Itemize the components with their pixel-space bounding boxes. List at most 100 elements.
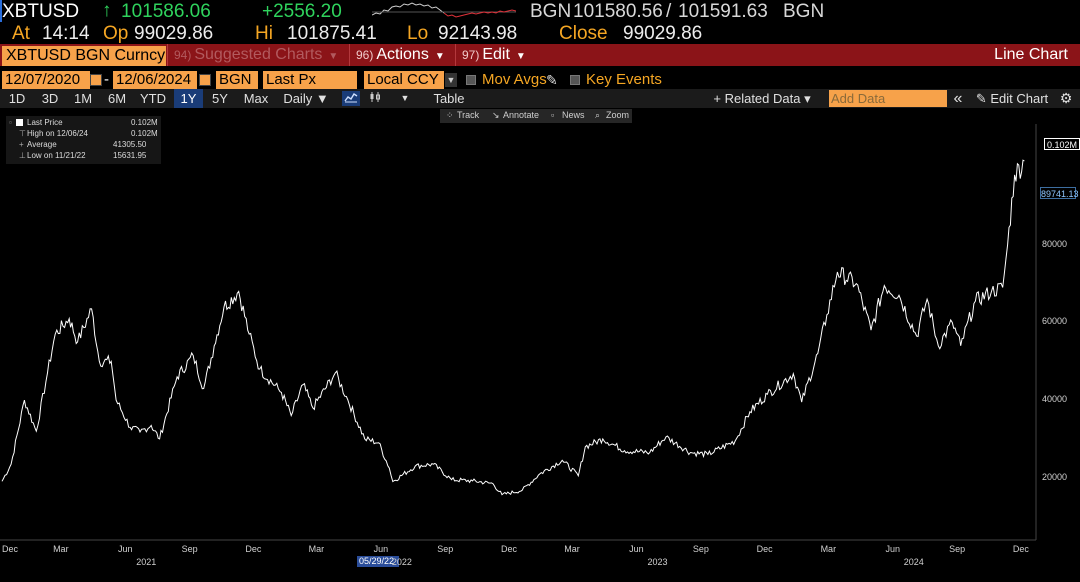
collapse-icon[interactable]: « <box>953 90 963 107</box>
x-tick-label: Dec <box>1 544 19 554</box>
line-chart-icon[interactable] <box>342 91 360 106</box>
x-tick-label: Jun <box>117 544 133 554</box>
sparkline-today <box>443 9 516 18</box>
key-events-label[interactable]: Key Events <box>586 71 662 88</box>
period-3d[interactable]: 3D <box>41 91 59 106</box>
start-date-field[interactable]: 12/07/2020 <box>2 71 90 89</box>
average-marker-icon: + <box>19 140 24 149</box>
calendar-icon[interactable] <box>90 74 102 86</box>
zoom-icon[interactable]: ⌕ <box>595 110 601 120</box>
year-label: 2021 <box>136 557 157 567</box>
legend-low-value: 15631.95 <box>113 151 147 160</box>
low-marker-icon: ⊥ <box>19 151 26 160</box>
period-5y[interactable]: 5Y <box>212 91 228 106</box>
suggested-charts-menu[interactable]: 94) Suggested Charts ▼ <box>167 44 346 66</box>
news-button[interactable]: News <box>562 110 585 120</box>
security-field[interactable]: XBTUSD BGN Curncy <box>2 46 166 66</box>
news-icon[interactable]: ▫ <box>551 110 555 120</box>
ticker-bar: XBTUSD ↑ 101586.06 +2556.20 BGN 101580.5… <box>0 0 1080 22</box>
period-6m[interactable]: 6M <box>107 91 127 106</box>
date-range-dash: - <box>104 71 109 88</box>
year-label: 2022 <box>391 557 412 567</box>
y-tick-label: 40000 <box>1042 394 1068 405</box>
source-field[interactable]: BGN <box>216 71 258 89</box>
track-icon[interactable]: ⁘ <box>446 110 454 120</box>
low-value: 92143.98 <box>438 23 518 44</box>
edit-label: Edit <box>482 46 510 63</box>
x-tick-label: Dec <box>1012 544 1029 554</box>
up-arrow-icon: ↑ <box>102 0 112 21</box>
period-1d[interactable]: 1D <box>8 91 26 106</box>
year-label: 2023 <box>647 557 668 567</box>
last-price: 101586.06 <box>121 1 211 22</box>
gear-icon[interactable]: ⚙ <box>1059 90 1073 106</box>
period-ytd[interactable]: YTD <box>140 91 166 106</box>
pencil-icon[interactable]: ✎ <box>546 72 558 88</box>
crosshair-date-badge: 05/29/22 <box>357 556 399 567</box>
zoom-button[interactable]: Zoom <box>606 110 630 120</box>
last-value-badge: 0.102M <box>1044 138 1080 150</box>
annotate-icon[interactable]: ↘ <box>492 110 500 120</box>
frequency-select[interactable]: Daily ▼ <box>283 91 329 106</box>
end-date-field[interactable]: 12/06/2024 <box>113 71 197 89</box>
track-button[interactable]: Track <box>457 110 480 120</box>
related-data-button[interactable]: + Related Data ▾ <box>713 91 811 106</box>
low-label: Lo <box>407 23 429 44</box>
price-line <box>1 159 1025 496</box>
x-tick-label: Dec <box>500 544 517 554</box>
price-chart[interactable] <box>0 124 1080 554</box>
ticker-symbol[interactable]: XBTUSD <box>2 1 80 22</box>
legend-row-high: ⊤ High on 12/06/24 0.102M <box>6 129 161 139</box>
edit-chart-button[interactable]: ✎ Edit Chart <box>975 91 1049 106</box>
year-label: 2024 <box>903 557 924 567</box>
x-tick-label: Jun <box>629 544 644 554</box>
bid-ask-separator: / <box>666 1 672 22</box>
legend-row-last: ▫ Last Price 0.102M <box>6 118 161 128</box>
currency-select[interactable]: Local CCY <box>364 71 444 89</box>
open-value: 99029.86 <box>134 23 214 44</box>
period-max[interactable]: Max <box>243 91 269 106</box>
x-tick-label: Mar <box>820 544 837 554</box>
x-tick-label: Sep <box>692 544 709 554</box>
x-tick-label: Mar <box>53 544 69 554</box>
x-tick-label: Sep <box>181 544 198 554</box>
price-source-ask: BGN <box>783 1 825 22</box>
legend-toggle-icon[interactable]: ▫ <box>9 118 12 127</box>
edit-menu[interactable]: 97) Edit ▼ <box>455 44 535 66</box>
legend-average-label: Average <box>27 140 57 149</box>
legend-high-value: 0.102M <box>131 129 158 138</box>
intraday-sparkline <box>372 2 516 18</box>
mov-avgs-label[interactable]: Mov Avgs <box>482 71 547 88</box>
legend-high-label: High on 12/06/24 <box>27 129 88 138</box>
y-tick-label: 20000 <box>1042 471 1068 482</box>
x-tick-label: Dec <box>245 544 262 554</box>
annotate-button[interactable]: Annotate <box>503 110 540 120</box>
actions-menu[interactable]: 96) Actions ▼ <box>349 44 454 66</box>
period-1y[interactable]: 1Y <box>174 89 203 108</box>
chevron-down-icon: ▼ <box>328 51 339 62</box>
mov-avgs-checkbox[interactable] <box>466 75 476 85</box>
calendar-icon[interactable] <box>199 74 211 86</box>
period-1m[interactable]: 1M <box>73 91 93 106</box>
chevron-down-icon: ▼ <box>434 51 445 62</box>
y-tick-label: 80000 <box>1042 238 1068 249</box>
table-button[interactable]: Table <box>433 91 465 106</box>
series-swatch-icon <box>16 119 23 126</box>
chevron-down-icon[interactable]: ▼ <box>445 73 457 87</box>
annotation-toolbar: ⁘ Track ↘ Annotate ▫ News ⌕ Zoom <box>440 109 632 123</box>
chevron-down-icon[interactable]: ▼ <box>400 93 410 103</box>
key-events-checkbox[interactable] <box>570 75 580 85</box>
legend-last-label: Last Price <box>27 118 63 127</box>
high-marker-icon: ⊤ <box>19 129 26 138</box>
ask-price: 101591.63 <box>678 1 768 22</box>
close-label: Close <box>559 23 608 44</box>
suggested-charts-number: 94) <box>174 48 192 62</box>
y-tick-label: 60000 <box>1042 316 1068 327</box>
candlestick-icon[interactable] <box>366 91 384 106</box>
chart-legend[interactable]: ▫ Last Price 0.102M ⊤ High on 12/06/24 0… <box>6 116 161 164</box>
price-field[interactable]: Last Px <box>263 71 357 89</box>
add-data-input[interactable]: Add Data <box>829 90 947 107</box>
legend-last-value: 0.102M <box>131 118 158 127</box>
high-label: Hi <box>255 23 273 44</box>
bid-price: 101580.56 <box>573 1 663 22</box>
